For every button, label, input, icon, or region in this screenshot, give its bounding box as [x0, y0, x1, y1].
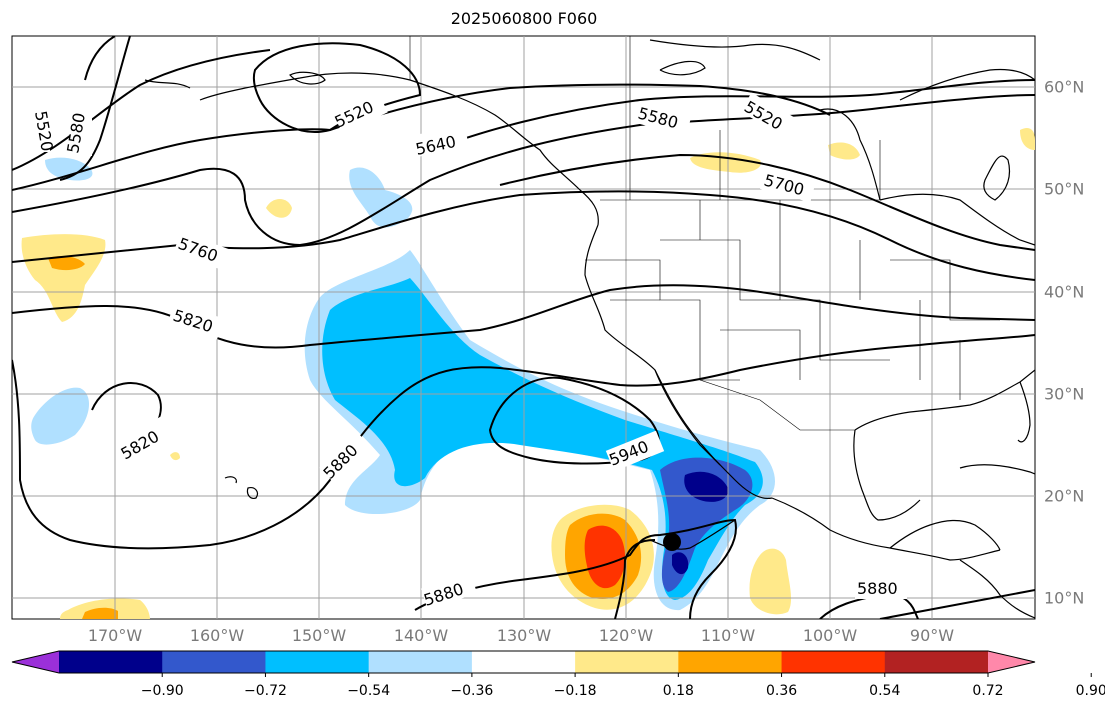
state-borders — [409, 36, 1000, 431]
colorbar-segment — [471, 651, 576, 673]
lat-label-10n: 10°N — [1044, 588, 1085, 608]
lon-label-90w: 90°W — [909, 626, 955, 645]
colorbar-tick-label: 0.54 — [869, 683, 901, 699]
lon-label-140w: 140°W — [393, 626, 449, 645]
lat-label-20n: 20°N — [1044, 486, 1085, 506]
colorbar-tick-label: −0.54 — [347, 683, 391, 699]
map-title: 2025060800 F060 — [450, 9, 598, 28]
lon-label-100w: 100°W — [802, 626, 858, 645]
colorbar-tick-label: 0.18 — [662, 683, 694, 699]
anomaly-shading — [21, 128, 1035, 619]
lat-label-30n: 30°N — [1044, 384, 1085, 404]
colorbar-tick-label: 0.36 — [765, 683, 798, 699]
lat-label-40n: 40°N — [1044, 282, 1085, 302]
center-marker — [663, 533, 681, 551]
colorbar-segment — [781, 651, 886, 673]
lon-label-130w: 130°W — [496, 626, 552, 645]
lon-label-170w: 170°W — [87, 626, 143, 645]
lon-label-110w: 110°W — [700, 626, 756, 645]
colorbar-segment — [678, 651, 783, 673]
contour-label-5880-c: 5880 — [857, 579, 898, 598]
colorbar-tick-label: −0.90 — [140, 683, 184, 699]
lat-label-60n: 60°N — [1044, 77, 1085, 97]
colorbar-segment — [368, 651, 473, 673]
colorbar-tick-label: −0.18 — [553, 683, 597, 699]
coastlines — [144, 39, 1035, 619]
colorbar-tick-label: −0.72 — [243, 683, 287, 699]
lon-label-120w: 120°W — [598, 626, 654, 645]
lon-label-160w: 160°W — [189, 626, 245, 645]
colorbar-tick-label: 0.72 — [972, 683, 1004, 699]
colorbar-segment — [59, 651, 163, 673]
colorbar-outline — [11, 650, 1036, 674]
colorbar — [11, 650, 1092, 677]
colorbar-tick-label: −0.36 — [450, 683, 494, 699]
colorbar-segment — [162, 651, 266, 673]
colorbar-extend-low — [12, 651, 59, 673]
lat-label-50n: 50°N — [1044, 179, 1085, 199]
colorbar-segment — [575, 651, 679, 673]
colorbar-segment — [884, 651, 989, 673]
colorbar-tick-label: 0.90 — [1075, 683, 1105, 699]
colorbar-extend-high — [988, 651, 1035, 673]
lon-label-150w: 150°W — [291, 626, 347, 645]
colorbar-segment — [265, 651, 370, 673]
